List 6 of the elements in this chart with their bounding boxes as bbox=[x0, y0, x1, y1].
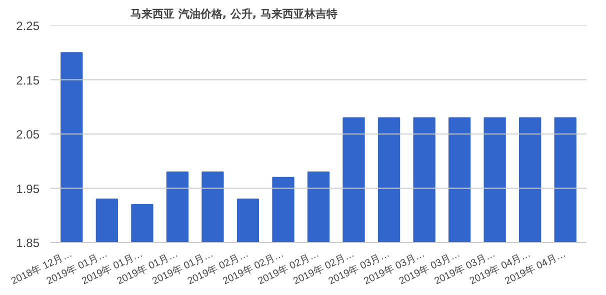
y-tick-label: 2.05 bbox=[16, 128, 40, 142]
y-tick-label: 1.85 bbox=[16, 236, 40, 250]
y-tick-label: 2.25 bbox=[16, 19, 40, 33]
chart-title: 马来西亚 汽油价格, 公升, 马来西亚林吉特 bbox=[130, 8, 338, 20]
y-tick-label: 2.15 bbox=[16, 73, 40, 88]
y-tick-label: 1.95 bbox=[16, 182, 40, 196]
